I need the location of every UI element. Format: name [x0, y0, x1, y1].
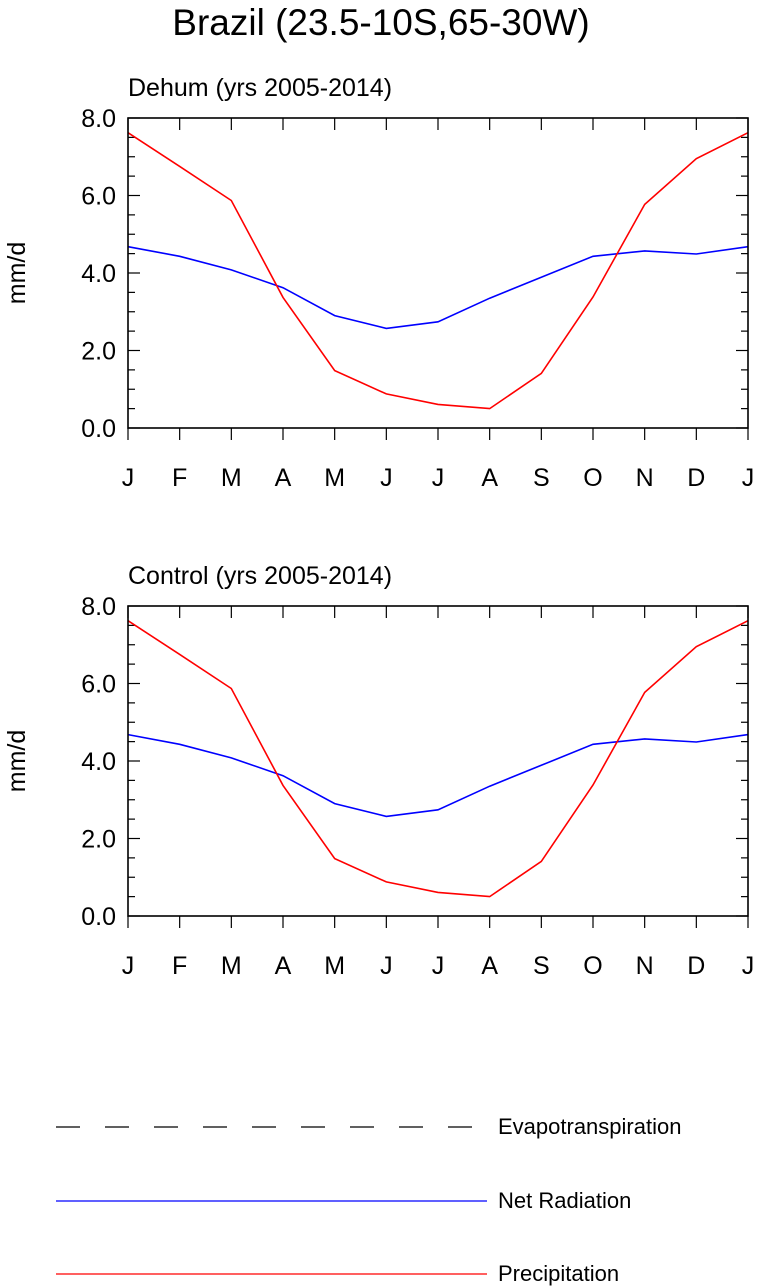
x-tick-label: O [583, 952, 602, 980]
x-tick-label: S [533, 952, 550, 980]
series-line-net-radiation [127, 245, 749, 330]
y-tick-label: 8.0 [81, 593, 116, 621]
x-tick-label: O [583, 464, 602, 492]
x-tick-label: A [481, 464, 498, 492]
x-tick-label: F [172, 464, 187, 492]
x-tick-label: M [324, 952, 345, 980]
x-tick-label: J [122, 464, 135, 492]
chart-panel-1: Dehum (yrs 2005-2014) mm/d 0.0 2.0 4.0 6.0 8.0… [3, 74, 754, 492]
x-tick-label: A [275, 952, 292, 980]
legend-label: Net Radiation [498, 1188, 631, 1213]
x-tick-label: F [172, 952, 187, 980]
chart-panel-2: Control (yrs 2005-2014) mm/d 0.0 2.0 4.0 6.0 8… [3, 562, 754, 980]
legend: Evapotranspiration Net Radiation Precipita… [56, 1114, 681, 1286]
y-tick-label: 2.0 [81, 338, 116, 366]
y-tick-label: 6.0 [81, 671, 116, 699]
y-axis-label: mm/d [3, 730, 31, 793]
legend-label: Evapotranspiration [498, 1114, 681, 1139]
x-tick-label: A [481, 952, 498, 980]
x-tick-label: J [380, 464, 393, 492]
series-line-precipitation [127, 619, 749, 898]
x-tick-label: J [742, 464, 755, 492]
x-tick-label: M [221, 952, 242, 980]
x-tick-label: J [122, 952, 135, 980]
legend-label: Precipitation [498, 1261, 619, 1286]
x-tick-label: N [636, 464, 654, 492]
x-tick-label: J [380, 952, 393, 980]
y-tick-label: 8.0 [81, 105, 116, 133]
x-tick-label: N [636, 952, 654, 980]
x-tick-label: A [275, 464, 292, 492]
plot-frame [127, 117, 749, 429]
x-tick-label: J [742, 952, 755, 980]
x-tick-label: J [432, 952, 445, 980]
y-tick-label: 4.0 [81, 260, 116, 288]
y-axis-label: mm/d [3, 242, 31, 305]
figure-title: Brazil (23.5-10S,65-30W) [172, 2, 589, 43]
x-tick-label: D [687, 952, 705, 980]
plot-frame [127, 605, 749, 917]
series-line-precipitation [127, 131, 749, 410]
x-tick-label: S [533, 464, 550, 492]
y-tick-label: 6.0 [81, 183, 116, 211]
y-tick-label: 0.0 [81, 415, 116, 443]
y-tick-label: 4.0 [81, 748, 116, 776]
y-tick-label: 0.0 [81, 903, 116, 931]
panel-title: Control (yrs 2005-2014) [128, 562, 392, 590]
x-tick-label: J [432, 464, 445, 492]
y-tick-label: 2.0 [81, 826, 116, 854]
x-tick-label: M [221, 464, 242, 492]
x-tick-label: D [687, 464, 705, 492]
series-line-net-radiation [127, 733, 749, 818]
x-tick-label: M [324, 464, 345, 492]
panel-title: Dehum (yrs 2005-2014) [128, 74, 392, 102]
